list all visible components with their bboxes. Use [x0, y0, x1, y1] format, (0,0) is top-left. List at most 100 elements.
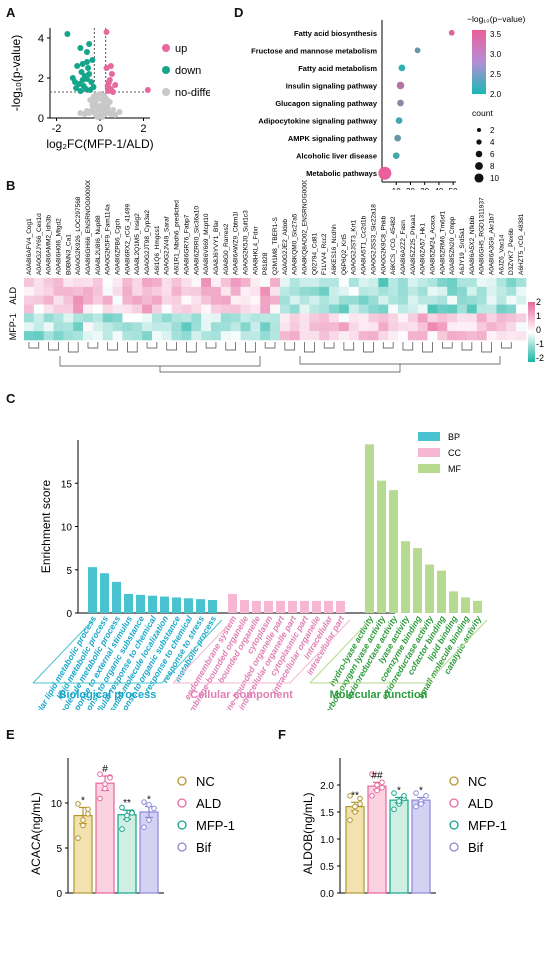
enrichment-bar: [300, 600, 309, 613]
heatmap-cell: [201, 322, 212, 332]
heatmap-cell: [388, 295, 399, 305]
heatmap-cell: [122, 286, 133, 297]
heatmap-cell: [398, 304, 409, 314]
bar: [139, 811, 159, 894]
pathway-bubble: [394, 134, 402, 142]
up-point: [144, 87, 151, 93]
pathway-label: Metabolic pathways: [306, 169, 377, 178]
heatmap-column-label: A0A8I6GH66_ENSRNOG00000068353: [85, 180, 92, 275]
bar: [117, 814, 137, 894]
heatmap-cell: [476, 295, 487, 305]
colorbar-title: −log₁₀(p−value): [467, 14, 526, 24]
heatmap-cell: [378, 304, 389, 314]
heatmap-cell: [92, 286, 104, 297]
colorbar-tick-label: 2: [536, 297, 541, 307]
size-legend-dot: [474, 173, 484, 183]
heatmap-cell: [171, 304, 182, 314]
heatmap-cell: [191, 278, 202, 288]
heatmap-cell: [476, 322, 487, 332]
heatmap-cell: [476, 304, 487, 314]
up-point: [105, 88, 112, 94]
heatmap-cell: [240, 295, 251, 305]
heatmap-cell: [43, 304, 54, 314]
y-tick-label: 1.5: [320, 808, 334, 819]
dendrogram-branch: [304, 342, 315, 353]
legend-label: NC: [196, 774, 215, 789]
heatmap-cell: [348, 304, 359, 314]
x-tick-label: 0: [97, 123, 103, 135]
heatmap-cell: [181, 278, 192, 288]
up-point: [108, 71, 115, 77]
data-point: [85, 806, 91, 813]
row-group-label: MFP-1: [8, 313, 18, 340]
heatmap-cell: [250, 295, 261, 305]
heatmap-column-label: A0A0G2JE2_Aldob: [282, 219, 289, 275]
heatmap-cell: [24, 313, 35, 323]
heatmap-column-label: A0A8I6ZA57_Hk1: [420, 223, 427, 275]
data-point: [369, 771, 375, 778]
heatmap-cell: [211, 313, 222, 323]
enrichment-bar: [389, 490, 398, 613]
heatmap-cell: [270, 304, 281, 314]
significance-marker: *: [147, 795, 151, 806]
heatmap-cell: [309, 331, 320, 341]
data-point: [374, 787, 380, 794]
heatmap-cell: [289, 278, 300, 288]
heatmap-cell: [191, 331, 202, 341]
panel-label-d: D: [234, 5, 244, 20]
heatmap-cell: [476, 331, 487, 341]
data-point: [391, 790, 397, 796]
heatmap-cell: [181, 331, 192, 341]
heatmap-cell: [83, 322, 94, 332]
heatmap-cell: [289, 322, 300, 332]
colorbar: [528, 302, 535, 362]
heatmap-cell: [427, 322, 438, 332]
heatmap-cell: [329, 278, 340, 288]
dendrogram-branch: [299, 356, 501, 365]
heatmap-cell: [299, 304, 310, 314]
heatmap-cell: [319, 313, 330, 323]
size-legend-label: 4: [490, 138, 495, 147]
heatmap-cell: [319, 295, 330, 305]
heatmap-cell: [457, 322, 468, 332]
heatmap-cell: [112, 286, 123, 297]
heatmap-cell: [201, 331, 212, 341]
y-tick-label: 2: [38, 73, 44, 85]
heatmap-column-label: A0A8I6V669_Mcpt10: [203, 213, 210, 275]
heatmap-column-label: A0A8L2Q1M5_Insig2: [134, 213, 141, 275]
pathway-label: Adipocytokine signaling pathway: [258, 117, 378, 126]
group-title: Molecular function: [330, 689, 428, 701]
heatmap-cell: [211, 304, 222, 314]
heatmap-cell: [368, 295, 379, 305]
heatmap-cell: [476, 313, 487, 323]
nodiff-point: [89, 102, 96, 108]
heatmap-cell: [191, 322, 202, 332]
heatmap-cell: [447, 295, 458, 305]
panel-label-b: B: [6, 178, 16, 193]
heatmap-cell: [73, 331, 84, 341]
heatmap-cell: [496, 295, 507, 305]
heatmap-cell: [53, 295, 64, 305]
down-point: [88, 79, 95, 85]
heatmap-cell: [338, 278, 350, 288]
enrichment-bar: [324, 600, 333, 613]
heatmap-cell: [516, 322, 527, 332]
heatmap-column-label: A0A0G2JT98_Cyp3a2: [144, 210, 151, 275]
heatmap-cell: [132, 278, 143, 288]
heatmap-cell: [407, 313, 419, 323]
heatmap-cell: [171, 295, 182, 305]
heatmap-cell: [496, 331, 507, 341]
heatmap-cell: [220, 331, 232, 341]
enrichment-bar: [377, 480, 386, 613]
heatmap-cell: [299, 295, 310, 305]
heatmap-cell: [407, 286, 419, 297]
x-tick-label: 2: [140, 123, 146, 135]
down-point: [90, 84, 97, 90]
heatmap-cell: [496, 313, 507, 323]
enrichment-bar: [228, 593, 237, 613]
heatmap-cell: [427, 286, 438, 297]
heatmap-cell: [368, 278, 379, 288]
significance-marker: *: [419, 785, 423, 796]
heatmap-cell: [240, 331, 251, 341]
